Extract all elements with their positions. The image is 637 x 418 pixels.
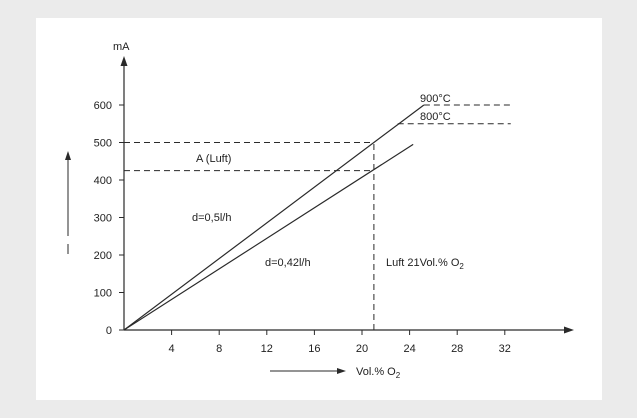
y-tick-label: 500: [94, 138, 112, 150]
x-tick-label: 8: [216, 343, 222, 355]
y-unit-label: mA: [113, 41, 130, 53]
y-tick-label: 0: [106, 325, 112, 337]
series-line-800c: [123, 143, 414, 331]
y-tick-label: 600: [94, 100, 112, 112]
y-tick-label: 400: [94, 175, 112, 187]
label-luft-21: Luft 21Vol.% O2: [386, 257, 464, 271]
x-quantity-arrow-head: [337, 368, 346, 374]
y-tick-label: 200: [94, 250, 112, 262]
y-axis-arrow: [120, 56, 128, 66]
label-d-042: d=0,42l/h: [265, 257, 311, 269]
y-quantity-indicator: [65, 151, 71, 254]
label-900c: 900°C: [420, 93, 451, 105]
x-axis-arrow: [564, 326, 574, 334]
series-line-900c: [123, 104, 425, 331]
x-tick-label: 12: [261, 343, 273, 355]
label-a-luft: A (Luft): [196, 153, 231, 165]
y-quantity-arrow-head: [65, 151, 71, 160]
x-tick-label: 4: [169, 343, 175, 355]
x-tick-label: 28: [451, 343, 463, 355]
x-axis-label: Vol.% O2: [356, 366, 401, 380]
axis-ticks: 4 8 12 16 20 24 28 32 0 100 200 300 400 500 600: [94, 100, 511, 355]
reference-lines: [124, 142, 375, 330]
x-tick-label: 24: [403, 343, 415, 355]
x-tick-label: 20: [356, 343, 368, 355]
y-tick-label: 300: [94, 213, 112, 225]
series-lines: [123, 104, 511, 331]
x-tick-label: 32: [499, 343, 511, 355]
chart-card: [36, 18, 602, 400]
y-tick-label: 100: [94, 288, 112, 300]
label-d-05: d=0,5l/h: [192, 212, 231, 224]
label-800c: 800°C: [420, 111, 451, 123]
x-quantity-indicator: Vol.% O2: [270, 366, 401, 380]
x-tick-label: 16: [308, 343, 320, 355]
axes: [120, 56, 574, 334]
